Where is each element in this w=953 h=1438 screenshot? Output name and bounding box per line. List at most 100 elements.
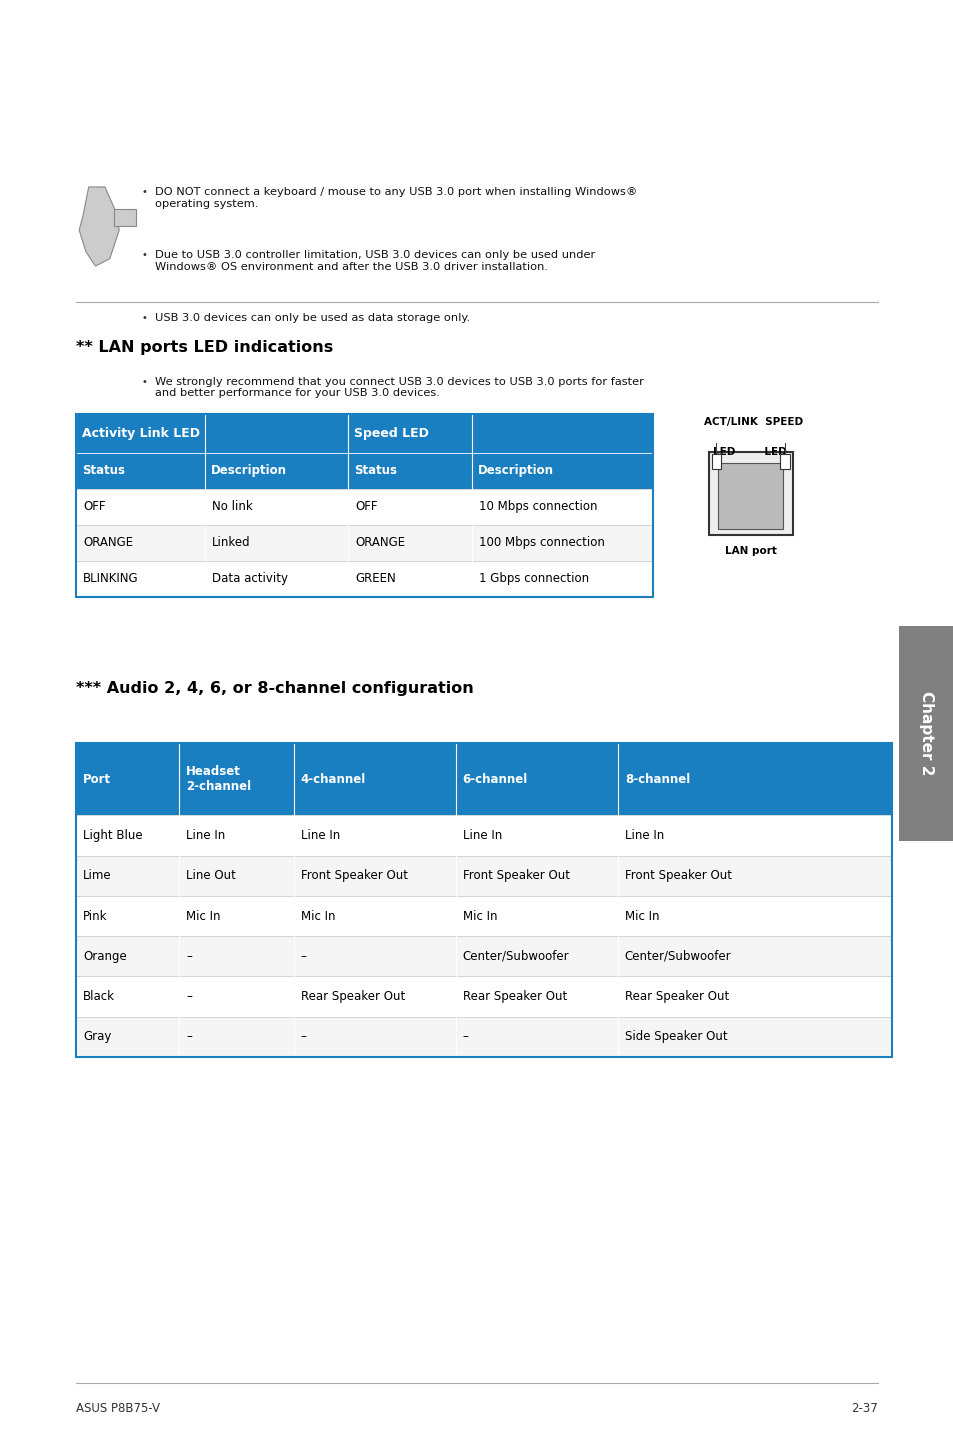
Bar	[179, 856, 294, 896]
Text: 1 Gbps connection: 1 Gbps connection	[478, 572, 588, 585]
Text: Status: Status	[82, 464, 125, 477]
Text: Front Speaker Out: Front Speaker Out	[624, 869, 731, 883]
Text: •: •	[141, 313, 147, 324]
Text: Gray: Gray	[83, 1030, 112, 1044]
Text: GREEN: GREEN	[355, 572, 395, 585]
Bar	[618, 815, 891, 856]
Bar	[76, 743, 891, 1057]
Text: Description: Description	[211, 464, 287, 477]
Bar	[76, 976, 179, 1017]
Bar	[456, 976, 618, 1017]
Text: LED        LED: LED LED	[712, 447, 785, 457]
Text: Mic In: Mic In	[300, 909, 335, 923]
Text: –: –	[462, 1030, 468, 1044]
Text: Line Out: Line Out	[186, 869, 235, 883]
Text: Line In: Line In	[462, 828, 501, 843]
Bar	[76, 414, 653, 597]
Bar	[456, 743, 618, 815]
Text: Front Speaker Out: Front Speaker Out	[462, 869, 569, 883]
Text: Chapter 2: Chapter 2	[918, 692, 933, 775]
Text: Status: Status	[354, 464, 396, 477]
Text: Due to USB 3.0 controller limitation, USB 3.0 devices can only be used under
Win: Due to USB 3.0 controller limitation, US…	[154, 250, 594, 272]
Bar	[179, 896, 294, 936]
Bar	[179, 743, 294, 815]
Text: 10 Mbps connection: 10 Mbps connection	[478, 500, 597, 513]
Text: Speed LED: Speed LED	[354, 427, 428, 440]
Bar	[294, 1017, 456, 1057]
Bar	[294, 896, 456, 936]
Bar	[76, 896, 179, 936]
Bar	[294, 743, 456, 815]
Text: –: –	[300, 1030, 306, 1044]
Bar	[76, 1017, 179, 1057]
Text: ASUS P8B75-V: ASUS P8B75-V	[76, 1402, 160, 1415]
Text: OFF: OFF	[355, 500, 377, 513]
Bar	[472, 525, 653, 561]
Text: 2-37: 2-37	[850, 1402, 877, 1415]
Bar	[618, 976, 891, 1017]
Text: DO NOT connect a keyboard / mouse to any USB 3.0 port when installing Windows®
o: DO NOT connect a keyboard / mouse to any…	[154, 187, 637, 209]
Bar	[618, 896, 891, 936]
Text: We strongly recommend that you connect USB 3.0 devices to USB 3.0 ports for fast: We strongly recommend that you connect U…	[154, 377, 642, 398]
Text: LAN port: LAN port	[724, 546, 776, 557]
Bar	[456, 815, 618, 856]
Text: ACT/LINK  SPEED: ACT/LINK SPEED	[703, 417, 802, 427]
Text: USB 3.0 devices can only be used as data storage only.: USB 3.0 devices can only be used as data…	[154, 313, 469, 324]
Text: Linked: Linked	[212, 536, 250, 549]
Bar	[76, 525, 205, 561]
Text: Black: Black	[83, 989, 115, 1004]
Text: OFF: OFF	[83, 500, 106, 513]
Bar	[348, 414, 653, 453]
Bar	[456, 936, 618, 976]
Text: Front Speaker Out: Front Speaker Out	[300, 869, 407, 883]
Bar	[456, 856, 618, 896]
Text: Orange: Orange	[83, 949, 127, 963]
Text: BLINKING: BLINKING	[83, 572, 138, 585]
Bar	[708, 452, 792, 535]
Bar	[179, 1017, 294, 1057]
Bar	[898, 626, 953, 841]
Bar	[76, 561, 205, 597]
Bar	[348, 561, 472, 597]
Text: Light Blue: Light Blue	[83, 828, 143, 843]
Text: Port: Port	[83, 772, 111, 787]
Text: Line In: Line In	[300, 828, 339, 843]
Bar	[76, 815, 179, 856]
Text: ORANGE: ORANGE	[83, 536, 133, 549]
Bar	[294, 856, 456, 896]
Text: –: –	[186, 989, 192, 1004]
Bar	[76, 936, 179, 976]
Bar	[348, 525, 472, 561]
Bar	[780, 454, 789, 469]
Bar	[618, 936, 891, 976]
Text: Pink: Pink	[83, 909, 108, 923]
Text: •: •	[141, 377, 147, 387]
Bar	[718, 463, 782, 529]
Bar	[472, 561, 653, 597]
Text: 6-channel: 6-channel	[462, 772, 527, 787]
Bar	[348, 453, 472, 489]
Bar	[348, 489, 472, 525]
Bar	[618, 743, 891, 815]
Text: –: –	[186, 1030, 192, 1044]
Bar	[179, 936, 294, 976]
Text: Mic In: Mic In	[624, 909, 659, 923]
Bar	[76, 453, 205, 489]
Text: Mic In: Mic In	[462, 909, 497, 923]
Bar	[205, 561, 348, 597]
Polygon shape	[79, 187, 119, 266]
Bar	[456, 1017, 618, 1057]
Text: 4-channel: 4-channel	[300, 772, 365, 787]
Bar	[205, 489, 348, 525]
Text: Description: Description	[477, 464, 554, 477]
Bar	[76, 414, 348, 453]
Text: 8-channel: 8-channel	[624, 772, 689, 787]
Bar	[294, 936, 456, 976]
Bar	[76, 743, 179, 815]
Polygon shape	[114, 209, 136, 226]
Text: Center/Subwoofer: Center/Subwoofer	[624, 949, 731, 963]
Text: •: •	[141, 250, 147, 260]
Bar	[76, 489, 205, 525]
Text: ORANGE: ORANGE	[355, 536, 405, 549]
Bar	[294, 976, 456, 1017]
